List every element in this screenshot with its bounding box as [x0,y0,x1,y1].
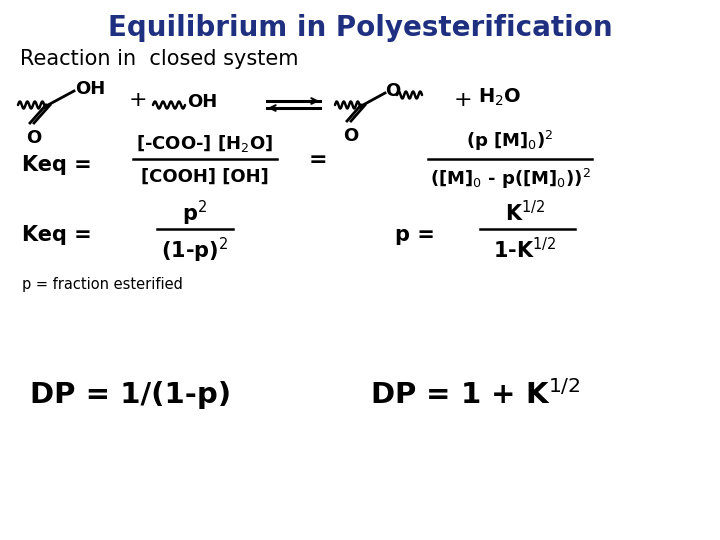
Text: (p [M]$_0$)$^2$: (p [M]$_0$)$^2$ [467,129,554,153]
Text: +: + [129,90,148,110]
Text: Keq =: Keq = [22,225,91,245]
Text: DP = 1 + K$^{1/2}$: DP = 1 + K$^{1/2}$ [370,380,580,410]
Text: ([M]$_0$ - p([M]$_0$))$^2$: ([M]$_0$ - p([M]$_0$))$^2$ [430,167,590,191]
Text: +: + [454,90,472,110]
Text: Keq =: Keq = [22,155,91,175]
Text: [COOH] [OH]: [COOH] [OH] [141,168,269,186]
Text: O: O [27,129,42,147]
Text: p$^2$: p$^2$ [182,198,207,227]
Text: Equilibrium in Polyesterification: Equilibrium in Polyesterification [108,14,612,42]
Text: [-COO-] [H$_2$O]: [-COO-] [H$_2$O] [136,132,274,153]
Text: H$_2$O: H$_2$O [478,86,521,107]
Text: DP = 1/(1-p): DP = 1/(1-p) [30,381,231,409]
Text: =: = [309,150,328,170]
Text: Reaction in  closed system: Reaction in closed system [20,49,299,69]
Text: p = fraction esterified: p = fraction esterified [22,278,183,293]
Text: K$^{1/2}$: K$^{1/2}$ [505,200,545,226]
Text: 1-K$^{1/2}$: 1-K$^{1/2}$ [493,238,557,262]
Text: p =: p = [395,225,435,245]
Text: OH: OH [75,80,105,98]
Text: O: O [385,82,400,100]
Text: O: O [343,127,359,145]
Text: (1-p)$^2$: (1-p)$^2$ [161,235,229,265]
Text: OH: OH [187,93,217,111]
